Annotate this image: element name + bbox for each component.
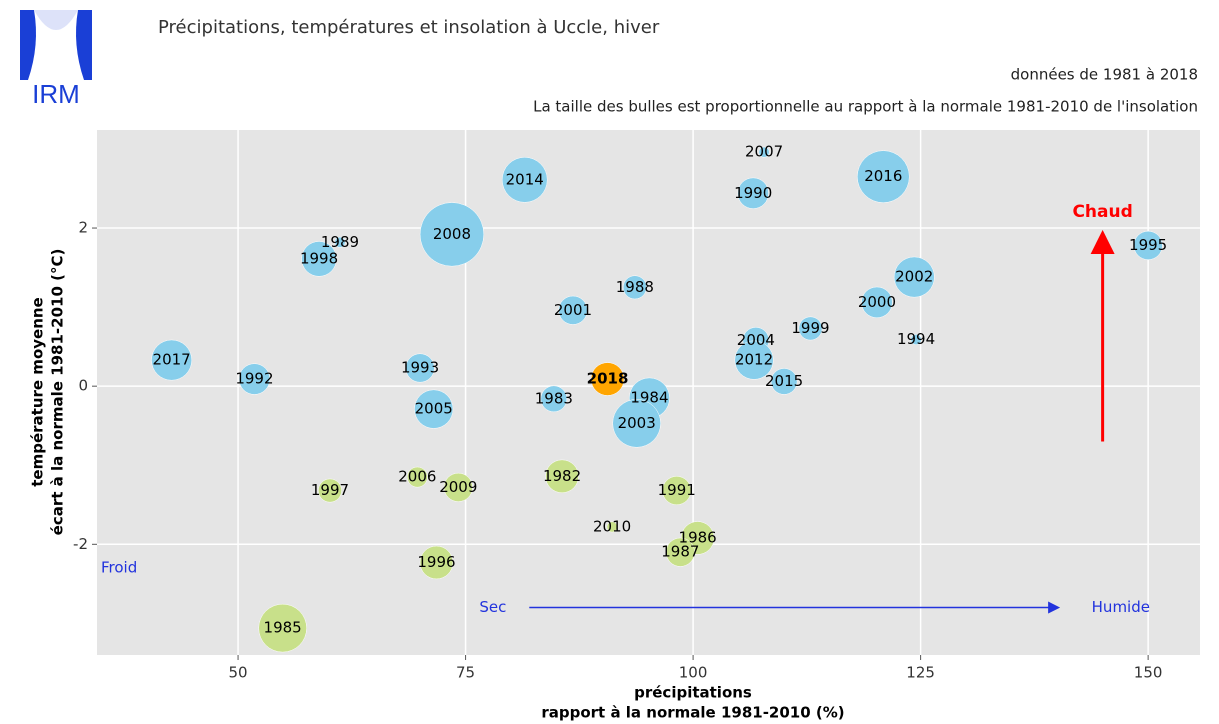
bubble (301, 241, 337, 277)
bubble (612, 399, 661, 448)
point-label: 1990 (734, 184, 772, 202)
point-label: 1983 (535, 389, 573, 407)
chart-title: Précipitations, températures et insolati… (158, 17, 660, 38)
point-label: 2015 (765, 372, 803, 390)
logo: IRM (20, 10, 92, 109)
bubble (414, 389, 454, 429)
subtitle: données de 1981 à 2018 (1011, 66, 1198, 84)
point-label: 2016 (864, 167, 902, 185)
bubble (861, 286, 893, 318)
bubble (910, 334, 922, 345)
bubble (407, 466, 428, 488)
bubble (443, 472, 473, 502)
point-label: 1982 (543, 467, 581, 485)
bubble (238, 363, 271, 395)
bubble (606, 521, 618, 533)
point-label: 1989 (321, 233, 359, 251)
point-label: 2005 (415, 400, 453, 418)
point-label: 2001 (554, 301, 592, 319)
bubble (758, 146, 770, 158)
bubble (334, 236, 346, 248)
point-label: 1999 (791, 319, 829, 337)
point-label: 1991 (658, 481, 696, 499)
point-label: 2012 (735, 351, 773, 369)
point-label: 1985 (264, 619, 302, 637)
point-label: 1987 (661, 543, 699, 561)
annotation: Sec (479, 598, 506, 616)
point-label: 1986 (679, 528, 717, 546)
bubble (893, 256, 935, 298)
bubble (622, 275, 647, 300)
logo-shape (20, 10, 36, 80)
point-label: 1995 (1129, 236, 1167, 254)
point-label: 2008 (433, 225, 471, 243)
x-tick-label: 125 (906, 664, 935, 682)
point-label: 1998 (300, 249, 338, 267)
point-label: 2003 (618, 414, 656, 432)
point-label: 2007 (745, 143, 783, 161)
x-tick-label: 100 (679, 664, 708, 682)
y-axis-label: écart à la normale 1981-2010 (°C) (49, 249, 67, 536)
x-axis-label: précipitations (634, 684, 752, 702)
bubble (590, 362, 625, 396)
point-label: 2010 (593, 517, 631, 535)
point-label: 1994 (897, 330, 935, 348)
note: La taille des bulles est proportionnelle… (533, 98, 1198, 116)
bubble (501, 157, 548, 203)
y-tick-label: -2 (73, 535, 88, 553)
bubble (405, 353, 435, 383)
bubble (734, 340, 774, 380)
logo-text: IRM (32, 79, 80, 109)
bubble (419, 545, 454, 580)
bubble (419, 202, 485, 267)
annotation: Froid (101, 559, 137, 577)
point-label: 2004 (737, 331, 775, 349)
bubble (558, 295, 588, 325)
bubble (1133, 230, 1163, 260)
bubble (540, 385, 568, 413)
point-label: 2014 (506, 170, 544, 188)
x-tick-label: 75 (456, 664, 475, 682)
bubble (857, 150, 910, 203)
bubble (798, 316, 823, 341)
point-label: 2009 (439, 478, 477, 496)
point-label: 2018 (587, 370, 629, 388)
annotation: Chaud (1072, 202, 1132, 222)
point-label: 1993 (401, 358, 439, 376)
bubble (737, 177, 769, 209)
x-axis-label: rapport à la normale 1981-2010 (%) (541, 704, 844, 722)
point-label: 1984 (630, 389, 668, 407)
annotation: Humide (1092, 598, 1150, 616)
logo-shape (76, 10, 92, 80)
bubble (151, 339, 193, 381)
bubble (662, 476, 692, 506)
logo-shape (34, 10, 78, 30)
y-tick-label: 2 (78, 219, 88, 237)
point-label: 1997 (311, 481, 349, 499)
y-tick-label: 0 (78, 377, 88, 395)
point-label: 2017 (153, 351, 191, 369)
point-label: 1988 (616, 278, 654, 296)
point-label: 1992 (235, 370, 273, 388)
point-label: 2002 (895, 268, 933, 286)
point-label: 1996 (417, 553, 455, 571)
bubble (770, 368, 798, 395)
x-tick-label: 50 (229, 664, 248, 682)
y-axis-label: température moyenne (29, 297, 47, 486)
bubble (258, 603, 307, 653)
point-label: 2006 (398, 468, 436, 486)
bubble (545, 459, 579, 494)
point-label: 2000 (858, 293, 896, 311)
bubble (665, 537, 695, 567)
x-tick-label: 150 (1134, 664, 1163, 682)
bubble (318, 478, 342, 503)
